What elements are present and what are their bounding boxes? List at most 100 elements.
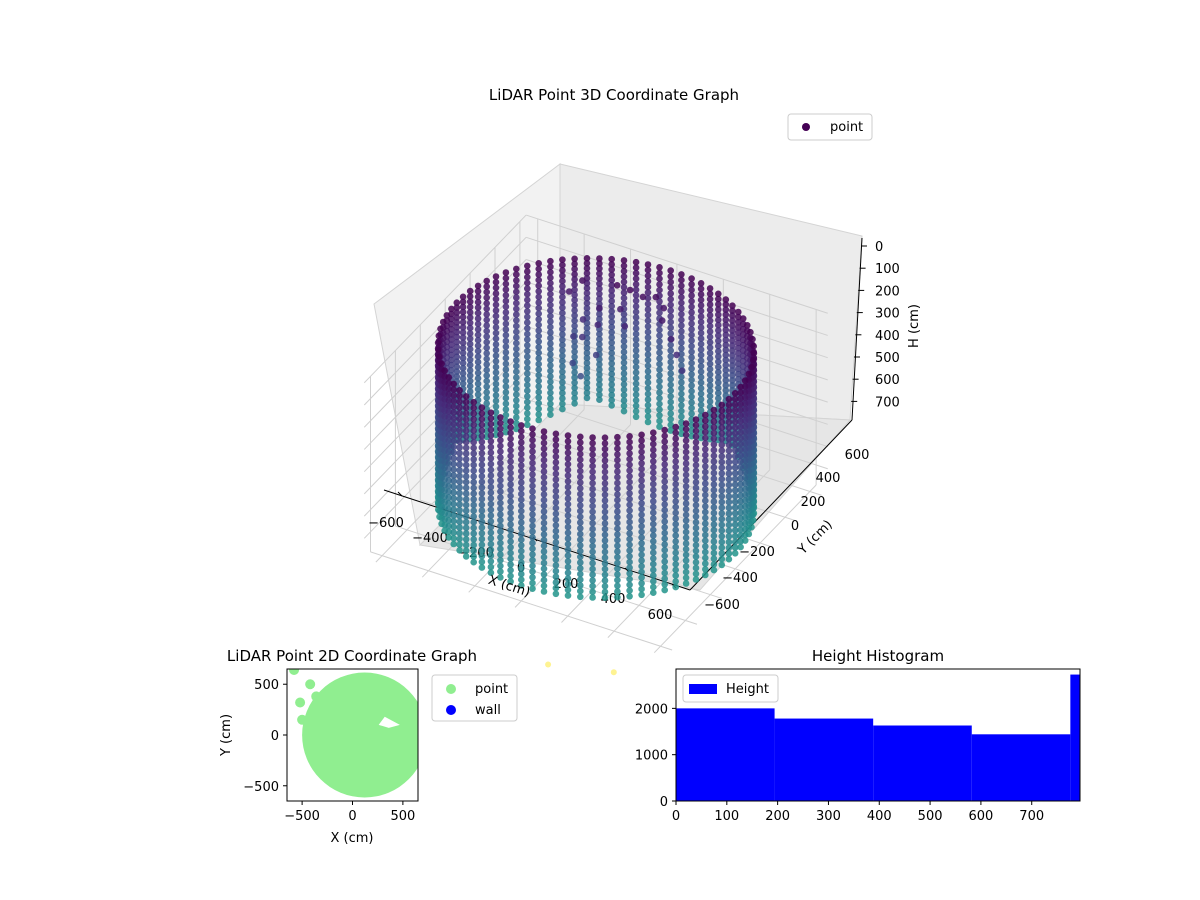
lidar-point <box>692 547 700 555</box>
lidar-point <box>706 398 714 405</box>
lidar-point <box>650 538 657 545</box>
lidar-point <box>626 547 633 554</box>
lidar-point <box>478 558 486 566</box>
lidar-point <box>497 556 504 564</box>
lidar-point <box>497 516 504 524</box>
y-tick-label: −400 <box>722 571 758 586</box>
lidar-point <box>656 394 663 402</box>
lidar-point <box>632 369 640 376</box>
lidar-point <box>718 441 726 449</box>
lidar-point <box>524 268 531 275</box>
lidar-point <box>478 467 486 474</box>
lidar-point <box>564 552 572 559</box>
lidar-point <box>450 477 458 485</box>
lidar-point <box>638 551 645 559</box>
lidar-point <box>638 580 645 587</box>
lidar-point <box>518 547 525 555</box>
lidar-point <box>577 530 584 538</box>
lidar-point <box>710 486 718 494</box>
lidar-point <box>564 500 572 508</box>
lidar-point <box>638 574 645 581</box>
lidar-point <box>466 303 474 311</box>
lidar-point <box>710 441 718 448</box>
lidar-point <box>741 377 749 384</box>
lidar-point <box>688 275 695 282</box>
lidar-point <box>608 292 615 300</box>
lidar-point <box>601 480 609 487</box>
lidar-point <box>518 485 525 492</box>
lidar-point <box>478 507 486 514</box>
lidar-point <box>735 350 742 357</box>
lidar-point <box>559 272 566 280</box>
lidar-point <box>466 314 474 321</box>
lidar-point <box>456 427 463 434</box>
lidar-point <box>540 536 548 544</box>
lidar-point <box>718 464 726 472</box>
lidar-point <box>487 546 495 554</box>
lidar-point <box>672 532 679 539</box>
lidar-point <box>715 395 722 402</box>
lidar-point <box>483 361 491 368</box>
lidar-point <box>492 392 500 399</box>
lidar-point <box>620 402 628 410</box>
lidar-point <box>441 367 449 375</box>
lidar-point <box>697 335 705 342</box>
lidar-point <box>487 409 495 417</box>
lidar-point <box>682 494 690 502</box>
lidar-point <box>450 512 458 519</box>
lidar-point <box>592 351 600 359</box>
lidar-point <box>529 579 536 587</box>
lidar-point <box>608 318 615 326</box>
x-tick-label: 200 <box>765 809 790 824</box>
lidar-point <box>487 523 495 531</box>
lidar-point <box>672 452 679 459</box>
lidar-point <box>445 471 453 478</box>
lidar-point <box>518 530 525 538</box>
lidar-point <box>706 301 714 308</box>
lidar-point <box>524 347 531 355</box>
z-tick-label: 600 <box>875 373 900 388</box>
lidar-point <box>644 289 652 296</box>
lidar-point <box>715 368 722 376</box>
lidar-point <box>710 504 718 511</box>
lidar-point <box>608 334 615 341</box>
lidar-point <box>492 386 500 393</box>
lidar-point <box>706 344 714 351</box>
lidar-point <box>487 540 495 548</box>
lidar-point <box>540 433 548 441</box>
lidar-point <box>456 392 463 400</box>
lidar-point <box>667 415 674 423</box>
lidar-point <box>459 298 467 306</box>
lidar-point <box>729 367 736 374</box>
lidar-point <box>474 347 482 355</box>
lidar-point <box>601 554 609 561</box>
lidar-point <box>656 275 663 283</box>
lidar-point <box>682 425 690 433</box>
x-tick-label: 600 <box>648 608 673 623</box>
lidar-point <box>688 281 695 288</box>
lidar-point <box>462 518 470 526</box>
lidar-point <box>518 513 525 521</box>
lidar-point <box>596 396 603 404</box>
lidar-point <box>487 426 495 434</box>
plot-2d-title: LiDAR Point 2D Coordinate Graph <box>227 647 477 665</box>
lidar-point <box>722 296 730 303</box>
lidar-point <box>478 490 486 497</box>
lidar-point <box>529 442 536 450</box>
lidar-point <box>552 544 560 552</box>
lidar-point <box>725 413 733 420</box>
lidar-point <box>502 411 510 419</box>
lidar-point <box>445 482 453 490</box>
lidar-point <box>656 286 663 294</box>
lidar-point <box>462 398 470 406</box>
lidar-point <box>731 424 739 431</box>
lidar-point <box>722 366 730 374</box>
lidar-point <box>596 280 603 288</box>
lidar-point <box>529 516 536 524</box>
lidar-point <box>692 524 700 532</box>
lidar-point <box>445 522 453 530</box>
lidar-point <box>656 383 663 391</box>
lidar-point <box>492 295 500 303</box>
grid-3d <box>363 214 828 654</box>
lidar-point <box>710 458 718 465</box>
